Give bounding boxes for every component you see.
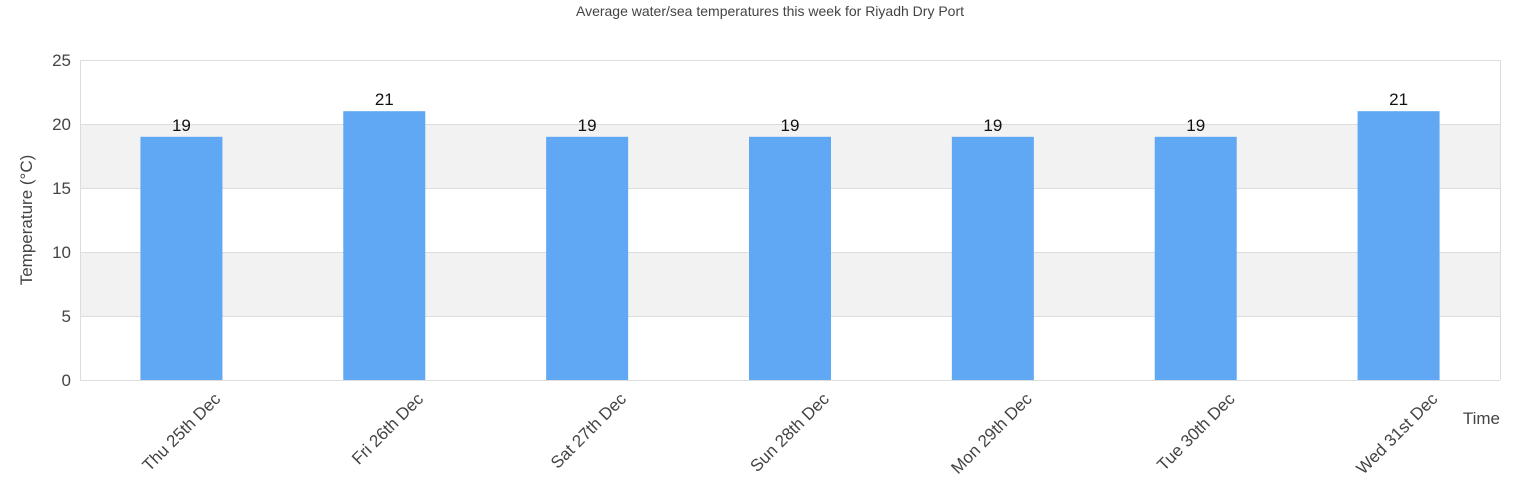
bar-value-label: 21 xyxy=(375,90,394,109)
y-tick-label: 20 xyxy=(52,115,71,134)
bar-value-label: 19 xyxy=(172,116,191,135)
y-tick-label: 5 xyxy=(62,307,71,326)
y-axis-ticks: 0 5 10 15 20 25 xyxy=(52,51,71,390)
y-tick-label: 25 xyxy=(52,51,71,70)
bar-value-label: 19 xyxy=(983,116,1002,135)
y-tick-label: 0 xyxy=(62,371,71,390)
x-tick-label: Wed 31st Dec xyxy=(1353,389,1442,478)
y-tick-label: 15 xyxy=(52,179,71,198)
x-tick-label: Thu 25th Dec xyxy=(139,389,225,475)
chart-title: Average water/sea temperatures this week… xyxy=(576,3,964,19)
bar-value-label: 19 xyxy=(781,116,800,135)
x-axis-label: Time xyxy=(1463,409,1500,428)
bar xyxy=(1154,136,1237,380)
bar xyxy=(1357,111,1440,380)
x-tick-label: Sun 28th Dec xyxy=(747,389,834,476)
bar-value-label: 19 xyxy=(1186,116,1205,135)
bar-value-label: 19 xyxy=(578,116,597,135)
x-tick-label: Tue 30th Dec xyxy=(1153,389,1239,475)
x-tick-label: Sat 27th Dec xyxy=(547,389,630,472)
bar xyxy=(749,136,831,380)
bar xyxy=(546,136,629,380)
y-tick-label: 10 xyxy=(52,243,71,262)
x-axis-ticks: Thu 25th Dec Fri 26th Dec Sat 27th Dec Sun … xyxy=(139,389,1442,478)
x-tick-label: Fri 26th Dec xyxy=(348,389,427,468)
y-axis-label: Temperature (°C) xyxy=(17,155,36,286)
bars: 19 21 19 19 19 19 21 xyxy=(140,90,1440,380)
bar xyxy=(343,111,426,380)
x-tick-label: Mon 29th Dec xyxy=(947,389,1036,478)
bar xyxy=(140,136,223,380)
bar xyxy=(951,136,1034,380)
bar-value-label: 21 xyxy=(1389,90,1408,109)
